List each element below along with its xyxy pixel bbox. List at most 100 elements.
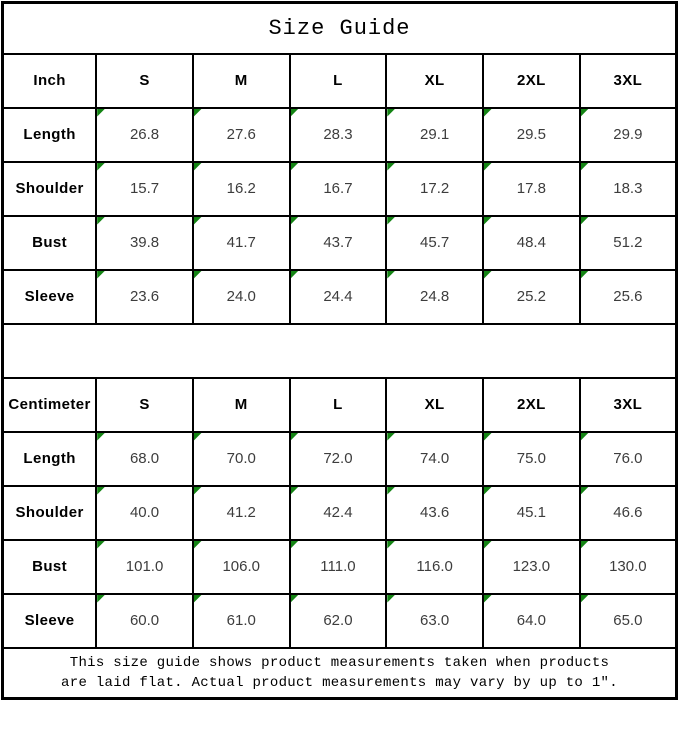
cm-bust-2xl: 123.0 xyxy=(482,538,581,595)
cell-value: 29.9 xyxy=(613,126,643,143)
cm-sleeve-s: 60.0 xyxy=(95,592,194,649)
cell-value: 60.0 xyxy=(129,612,160,629)
green-triangle-icon xyxy=(194,163,202,171)
green-triangle-icon xyxy=(98,595,106,603)
inch-length-m: 27.6 xyxy=(191,106,291,163)
inch-shoulder-2xl: 17.8 xyxy=(482,160,581,217)
green-triangle-icon xyxy=(98,541,106,549)
green-triangle-icon xyxy=(581,487,589,495)
green-triangle-icon xyxy=(291,271,299,279)
cell-value: 116.0 xyxy=(416,558,453,575)
cm-row-label-bust: Bust xyxy=(1,538,98,595)
cell-value: 51.2 xyxy=(613,234,643,251)
inch-shoulder-l: 16.7 xyxy=(288,160,388,217)
cell-value: 45.7 xyxy=(420,234,450,251)
cell-value: 76.0 xyxy=(613,450,643,467)
inch-length-3xl: 29.9 xyxy=(578,106,678,163)
inch-size-header-s: S xyxy=(95,52,194,109)
green-triangle-icon xyxy=(581,433,589,441)
cm-length-m: 70.0 xyxy=(191,430,291,487)
cell-value: 17.8 xyxy=(516,180,546,197)
cm-unit-header: Centimeter xyxy=(1,376,98,433)
cm-length-2xl: 75.0 xyxy=(482,430,581,487)
cell-value: 130.0 xyxy=(609,558,647,575)
cell-value: 15.7 xyxy=(129,180,160,197)
green-triangle-icon xyxy=(388,271,396,279)
cell-value: 26.8 xyxy=(129,126,160,143)
inch-sleeve-m: 24.0 xyxy=(191,268,291,325)
cell-value: 72.0 xyxy=(323,450,353,467)
inch-bust-m: 41.7 xyxy=(191,214,291,271)
cell-value: 45.1 xyxy=(516,504,546,521)
green-triangle-icon xyxy=(388,487,396,495)
green-triangle-icon xyxy=(388,163,396,171)
cell-value: 29.1 xyxy=(420,126,450,143)
cm-row-label-length: Length xyxy=(1,430,98,487)
cm-row-label-sleeve: Sleeve xyxy=(1,592,98,649)
cm-size-header-xl: XL xyxy=(385,376,484,433)
cell-value: 61.0 xyxy=(226,612,256,629)
inch-row-label-shoulder: Shoulder xyxy=(1,160,98,217)
cm-length-s: 68.0 xyxy=(95,430,194,487)
green-triangle-icon xyxy=(291,109,299,117)
green-triangle-icon xyxy=(581,163,589,171)
green-triangle-icon xyxy=(194,217,202,225)
green-triangle-icon xyxy=(98,433,106,441)
size-guide-sheet: Size Guide Inch S M L XL 2XL 3XL Length … xyxy=(1,1,678,700)
cm-sleeve-m: 61.0 xyxy=(191,592,291,649)
inch-size-header-l: L xyxy=(288,52,388,109)
green-triangle-icon xyxy=(484,109,492,117)
cm-shoulder-s: 40.0 xyxy=(95,484,194,541)
cell-value: 24.8 xyxy=(420,288,450,305)
inch-bust-l: 43.7 xyxy=(288,214,388,271)
cell-value: 28.3 xyxy=(323,126,353,143)
inch-bust-3xl: 51.2 xyxy=(578,214,678,271)
inch-row-label-bust: Bust xyxy=(1,214,98,271)
green-triangle-icon xyxy=(291,595,299,603)
cell-value: 42.4 xyxy=(323,504,353,521)
green-triangle-icon xyxy=(484,541,492,549)
cm-size-header-2xl: 2XL xyxy=(482,376,581,433)
cm-sleeve-l: 62.0 xyxy=(288,592,388,649)
table-spacer xyxy=(1,322,678,379)
cell-value: 43.7 xyxy=(323,234,353,251)
cm-shoulder-2xl: 45.1 xyxy=(482,484,581,541)
green-triangle-icon xyxy=(194,541,202,549)
cm-sleeve-2xl: 64.0 xyxy=(482,592,581,649)
inch-unit-header: Inch xyxy=(1,52,98,109)
cm-sleeve-xl: 63.0 xyxy=(385,592,484,649)
inch-shoulder-3xl: 18.3 xyxy=(578,160,678,217)
green-triangle-icon xyxy=(388,217,396,225)
cell-value: 24.0 xyxy=(226,288,256,305)
cell-value: 101.0 xyxy=(125,558,164,575)
cell-value: 65.0 xyxy=(613,612,643,629)
green-triangle-icon xyxy=(484,487,492,495)
cell-value: 24.4 xyxy=(323,288,353,305)
green-triangle-icon xyxy=(484,271,492,279)
cm-shoulder-3xl: 46.6 xyxy=(578,484,678,541)
cm-shoulder-xl: 43.6 xyxy=(385,484,484,541)
cell-value: 23.6 xyxy=(129,288,160,305)
green-triangle-icon xyxy=(581,217,589,225)
cm-bust-s: 101.0 xyxy=(95,538,194,595)
cm-shoulder-l: 42.4 xyxy=(288,484,388,541)
cell-value: 29.5 xyxy=(516,126,546,143)
cell-value: 41.7 xyxy=(226,234,256,251)
green-triangle-icon xyxy=(484,163,492,171)
cell-value: 17.2 xyxy=(420,180,450,197)
cell-value: 48.4 xyxy=(516,234,546,251)
green-triangle-icon xyxy=(581,271,589,279)
cell-value: 25.6 xyxy=(613,288,643,305)
cell-value: 41.2 xyxy=(226,504,256,521)
inch-sleeve-3xl: 25.6 xyxy=(578,268,678,325)
cell-value: 62.0 xyxy=(323,612,353,629)
inch-size-header-m: M xyxy=(191,52,291,109)
green-triangle-icon xyxy=(194,271,202,279)
green-triangle-icon xyxy=(291,163,299,171)
inch-shoulder-xl: 17.2 xyxy=(385,160,484,217)
green-triangle-icon xyxy=(194,109,202,117)
cell-value: 25.2 xyxy=(516,288,546,305)
inch-sleeve-s: 23.6 xyxy=(95,268,194,325)
cm-size-header-s: S xyxy=(95,376,194,433)
green-triangle-icon xyxy=(98,271,106,279)
